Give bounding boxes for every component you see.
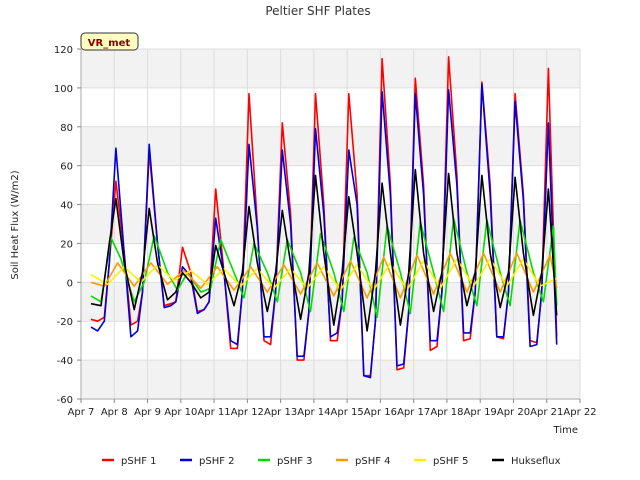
series-line-pshf-5	[90, 258, 558, 291]
plot-band	[81, 204, 580, 244]
y-tick-label: 100	[54, 84, 73, 95]
legend-item-pshf-1: pSHF 1	[102, 456, 157, 467]
plot-band	[81, 360, 580, 399]
y-tick-label: -60	[57, 395, 73, 406]
legend-item-pshf-5: pSHF 5	[414, 456, 469, 467]
vr-met-badge: VR_met	[80, 32, 139, 51]
axes	[77, 48, 581, 403]
badge-box	[80, 32, 139, 51]
legend-label: Hukseflux	[511, 456, 561, 467]
series-line-hukseflux	[90, 168, 558, 332]
x-axis-label: Time	[553, 425, 578, 436]
x-tick-label: Apr 18	[430, 407, 463, 418]
legend-label: pSHF 5	[433, 456, 469, 467]
legend-label: pSHF 1	[121, 456, 157, 467]
x-tick-label: Apr 11	[197, 407, 230, 418]
plot-band	[81, 126, 580, 166]
x-tick-label: Apr 22	[563, 407, 596, 418]
x-tick-label: Apr 15	[331, 407, 364, 418]
legend-item-pshf-3: pSHF 3	[258, 456, 313, 467]
x-tick-labels: Apr 7 Apr 8 Apr 9 Apr 10 Apr 11 Apr 12 Apr 13 A…	[68, 407, 597, 418]
x-tick-label: Apr 21	[530, 407, 563, 418]
y-axis-label: Soil Heat Flux (W/m2)	[10, 170, 21, 279]
legend-item-pshf-4: pSHF 4	[336, 456, 391, 467]
plot-bands	[81, 49, 580, 399]
legend-label: pSHF 4	[355, 456, 391, 467]
series-line-pshf-4	[90, 252, 558, 299]
legend-label: pSHF 2	[199, 456, 235, 467]
x-tick-label: Apr 16	[364, 407, 397, 418]
y-tick-label: 120	[54, 45, 73, 56]
series-layer	[90, 55, 558, 379]
x-tick-label: Apr 20	[497, 407, 530, 418]
y-tick-label: 60	[60, 162, 73, 173]
legend-item-hukseflux: Hukseflux	[492, 456, 561, 467]
y-tick-labels: -60 -40 -20 0 20 40 60 80 100 120	[54, 45, 73, 406]
legend-label: pSHF 3	[277, 456, 313, 467]
y-tick-label: 0	[67, 278, 73, 289]
badge-label: VR_met	[88, 38, 131, 49]
legend-item-pshf-2: pSHF 2	[180, 456, 235, 467]
y-tick-label: -40	[57, 356, 73, 367]
x-tick-label: Apr 13	[264, 407, 297, 418]
series-line-pshf-2	[90, 83, 558, 379]
chart-title: Peltier SHF Plates	[265, 4, 370, 18]
x-tick-label: Apr 17	[397, 407, 430, 418]
y-tick-label: 80	[60, 123, 73, 134]
x-tick-label: Apr 14	[297, 407, 330, 418]
x-tick-label: Apr 10	[164, 407, 197, 418]
x-tick-label: Apr 19	[464, 407, 497, 418]
x-tick-label: Apr 7	[68, 407, 95, 418]
plot-band	[81, 49, 580, 88]
x-tick-label: Apr 8	[101, 407, 128, 418]
x-tick-label: Apr 9	[134, 407, 161, 418]
y-tick-label: -20	[57, 317, 73, 328]
y-tick-label: 20	[60, 239, 73, 250]
x-tick-label: Apr 12	[231, 407, 264, 418]
y-tick-label: 40	[60, 201, 73, 212]
legend: pSHF 1 pSHF 2 pSHF 3 pSHF 4 pSHF 5 Hukseflux	[102, 456, 561, 467]
